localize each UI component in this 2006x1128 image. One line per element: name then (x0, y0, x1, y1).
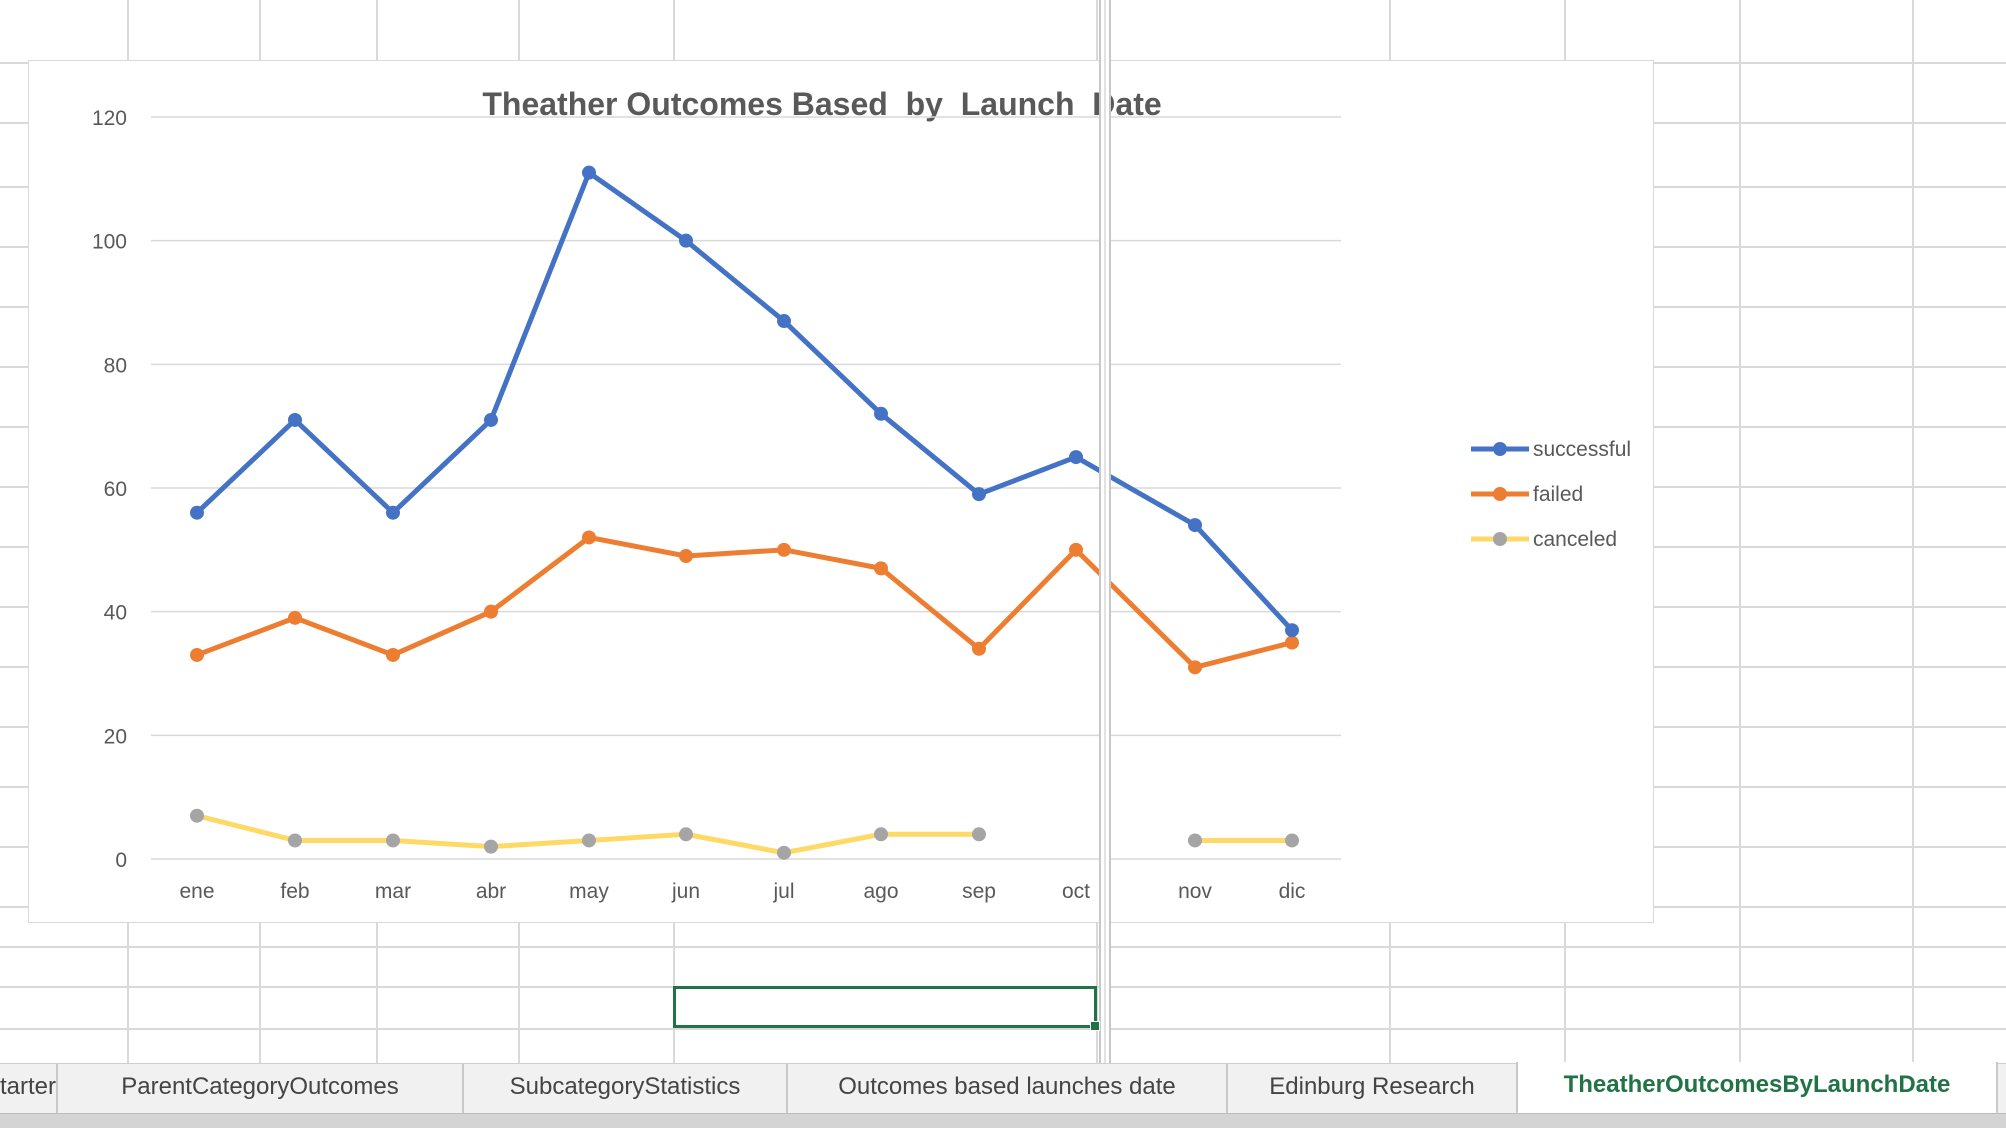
sheet-tab-subcategory-statistics[interactable]: SubcategoryStatistics (464, 1064, 788, 1113)
fill-handle[interactable] (1090, 1021, 1100, 1031)
x-tick-label: jun (671, 880, 700, 903)
x-tick-label: oct (1062, 880, 1090, 903)
x-tick-label: dic (1279, 880, 1306, 903)
y-tick-label: 40 (104, 602, 127, 625)
data-point-failed[interactable] (874, 561, 888, 576)
data-point-canceled[interactable] (288, 833, 302, 848)
data-point-successful[interactable] (190, 505, 204, 520)
sheet-tab-parent-category-outcomes[interactable]: ParentCategoryOutcomes (58, 1064, 464, 1113)
legend-label-failed: failed (1533, 483, 1583, 506)
data-point-successful[interactable] (1188, 518, 1202, 533)
legend-marker-failed (1493, 487, 1507, 501)
x-tick-label: mar (375, 880, 411, 903)
sheet-tab-edinburg-research[interactable]: Edinburg Research (1228, 1064, 1518, 1113)
sheet-tab-theather-outcomes-by-launch-date[interactable]: TheatherOutcomesByLaunchDate (1516, 1062, 1998, 1115)
chart-title: Theather Outcomes Based by Launch Date (482, 86, 1161, 122)
legend-marker-canceled (1493, 532, 1507, 546)
y-tick-label: 100 (92, 231, 127, 254)
status-bar (0, 1113, 2006, 1128)
data-point-successful[interactable] (874, 406, 888, 421)
data-point-successful[interactable] (1285, 623, 1299, 638)
legend-label-canceled: canceled (1533, 528, 1617, 551)
x-tick-label: ago (863, 880, 898, 903)
data-point-canceled[interactable] (1188, 833, 1202, 848)
data-point-canceled[interactable] (874, 827, 888, 842)
data-point-successful[interactable] (777, 314, 791, 329)
data-point-canceled[interactable] (972, 827, 986, 842)
y-tick-label: 80 (104, 354, 127, 377)
data-point-successful[interactable] (484, 412, 498, 427)
data-point-canceled[interactable] (386, 833, 400, 848)
data-point-canceled[interactable] (679, 827, 693, 842)
chart-plot-area: Theather Outcomes Based by Launch Date 0… (92, 86, 1631, 903)
data-point-failed[interactable] (484, 604, 498, 619)
x-tick-label: sep (962, 880, 996, 903)
data-point-successful[interactable] (288, 412, 302, 427)
series-line-successful[interactable] (194, 170, 1295, 633)
data-point-failed[interactable] (972, 641, 986, 656)
data-point-failed[interactable] (386, 647, 400, 662)
data-point-canceled[interactable] (582, 833, 596, 848)
data-point-failed[interactable] (1188, 660, 1202, 675)
data-point-failed[interactable] (288, 610, 302, 625)
line-chart[interactable]: Theather Outcomes Based by Launch Date 0… (28, 60, 1654, 923)
data-point-canceled[interactable] (484, 839, 498, 854)
selected-cell[interactable] (673, 986, 1100, 1031)
sheet-tab-outcomes-based-launches-date[interactable]: Outcomes based launches date (788, 1064, 1228, 1113)
data-point-successful[interactable] (1069, 450, 1083, 465)
data-point-failed[interactable] (190, 647, 204, 662)
series-line-failed[interactable] (194, 534, 1295, 670)
window-split-bar[interactable] (1099, 0, 1111, 1063)
y-tick-label: 20 (104, 725, 127, 748)
data-point-successful[interactable] (972, 487, 986, 502)
y-tick-label: 120 (92, 107, 127, 130)
sheet-tab-starter[interactable]: tarter (0, 1064, 58, 1113)
x-tick-label: feb (280, 880, 309, 903)
data-point-successful[interactable] (679, 233, 693, 248)
y-tick-label: 60 (104, 478, 127, 501)
data-point-failed[interactable] (582, 530, 596, 545)
x-tick-label: jul (772, 880, 794, 903)
legend-marker-successful (1493, 442, 1507, 456)
legend-label-successful: successful (1533, 438, 1631, 461)
x-tick-label: may (569, 880, 609, 903)
y-tick-label: 0 (115, 849, 127, 872)
x-tick-label: abr (476, 880, 506, 903)
data-point-successful[interactable] (582, 165, 596, 180)
x-tick-label: ene (179, 880, 214, 903)
data-point-successful[interactable] (386, 505, 400, 520)
data-point-failed[interactable] (679, 549, 693, 564)
data-point-failed[interactable] (1285, 635, 1299, 650)
data-point-failed[interactable] (777, 542, 791, 557)
data-point-canceled[interactable] (1285, 833, 1299, 848)
sheet-tab-bar: tarter ParentCategoryOutcomes Subcategor… (0, 1062, 2006, 1115)
data-point-canceled[interactable] (190, 808, 204, 823)
data-point-failed[interactable] (1069, 542, 1083, 557)
x-tick-label: nov (1178, 880, 1212, 903)
data-point-canceled[interactable] (777, 845, 791, 860)
